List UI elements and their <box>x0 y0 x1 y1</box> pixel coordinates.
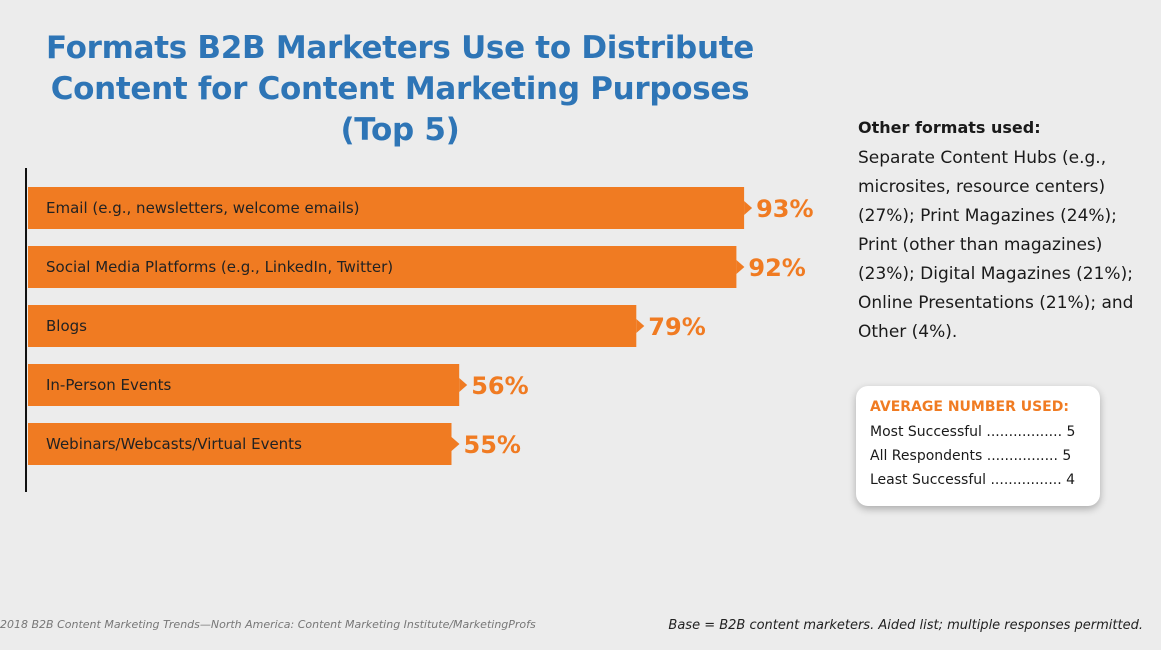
base-note: Base = B2B content marketers. Aided list… <box>668 618 1143 633</box>
value-label: 79% <box>648 313 705 341</box>
other-formats-heading: Other formats used: <box>858 118 1041 137</box>
bar-pointer <box>736 260 745 274</box>
average-row-most-successful: Most Successful ................. 5 <box>870 424 1076 440</box>
value-label: 56% <box>471 372 528 400</box>
other-formats-text: Separate Content Hubs (e.g., microsites,… <box>858 148 1134 342</box>
bar-pointer <box>451 437 460 451</box>
bar <box>28 423 452 465</box>
category-label: Email (e.g., newsletters, welcome emails… <box>46 199 360 217</box>
bar-pointer <box>744 201 753 215</box>
category-label: Blogs <box>46 317 87 335</box>
average-row-least-successful: Least Successful ................ 4 <box>870 472 1076 488</box>
bar-pointer <box>459 378 468 392</box>
value-label: 55% <box>464 431 521 459</box>
category-label: Webinars/Webcasts/Virtual Events <box>46 435 302 453</box>
average-number-box: AVERAGE NUMBER USED: Most Successful ...… <box>856 386 1100 506</box>
bar-pointer <box>636 319 645 333</box>
average-number-heading: AVERAGE NUMBER USED: <box>870 399 1069 415</box>
bar <box>28 305 637 347</box>
category-label: In-Person Events <box>46 376 171 394</box>
bar <box>28 246 737 288</box>
chart-title: Formats B2B Marketers Use to Distribute … <box>20 28 780 151</box>
bar <box>28 364 460 406</box>
bar-chart: Email (e.g., newsletters, welcome emails… <box>25 168 814 492</box>
bar <box>28 187 745 229</box>
chart-title-line: (Top 5) <box>340 112 460 148</box>
value-label: 92% <box>748 254 805 282</box>
source-note: 2018 B2B Content Marketing Trends—North … <box>0 618 536 631</box>
average-row-all-respondents: All Respondents ................ 5 <box>870 448 1072 464</box>
other-formats-panel: Other formats used: Separate Content Hub… <box>858 118 1148 347</box>
chart-title-line: Formats B2B Marketers Use to Distribute <box>46 30 754 66</box>
category-label: Social Media Platforms (e.g., LinkedIn, … <box>46 258 393 276</box>
value-label: 93% <box>756 195 813 223</box>
chart-title-line: Content for Content Marketing Purposes <box>50 71 750 107</box>
